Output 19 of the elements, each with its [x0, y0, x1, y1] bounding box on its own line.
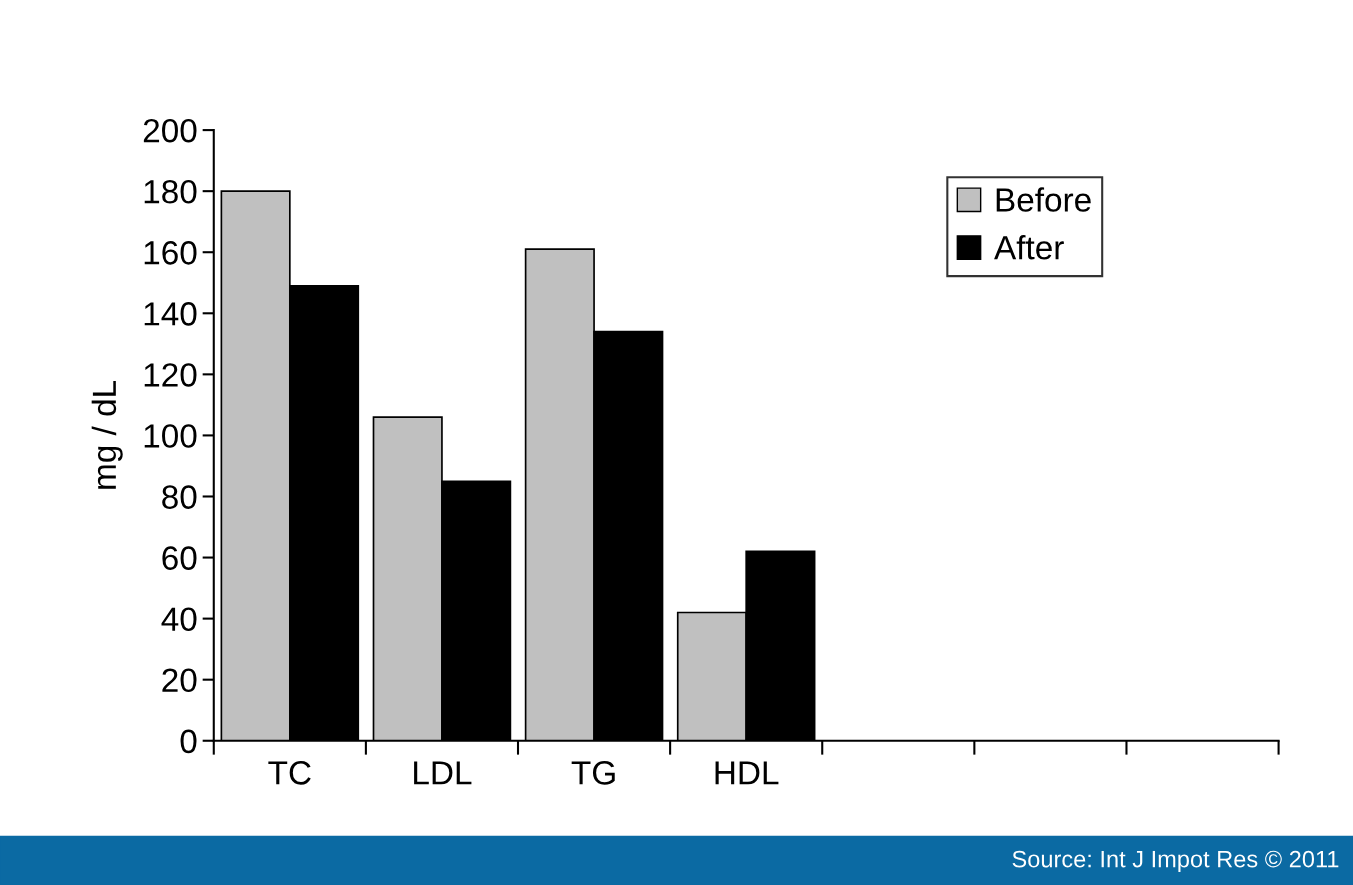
x-tick-label: LDL [414, 761, 472, 785]
x-tick-label: HDL [715, 761, 779, 785]
y-axis-title: mg / dL [91, 380, 123, 489]
legend-label: After [994, 235, 1064, 260]
x-tick-label: TC [268, 761, 311, 785]
y-tick-label: 100 [144, 424, 197, 448]
y-tick-label: 120 [144, 363, 197, 387]
y-tick-label: 180 [144, 179, 197, 204]
y-tick-label: 0 [180, 729, 197, 754]
x-tick-label: TG [571, 761, 615, 785]
y-tick-label: 140 [144, 302, 197, 326]
y-tick-label: 160 [144, 241, 197, 265]
legend-label: Before [996, 187, 1091, 212]
y-tick-label: 60 [162, 546, 197, 570]
y-tick-label: 40 [161, 607, 197, 632]
y-tick-label: 80 [162, 485, 197, 509]
y-tick-label: 20 [162, 668, 197, 693]
source-note: Source: Int J Impot Res © 2011 [1012, 850, 1339, 873]
y-tick-label: 200 [143, 118, 197, 143]
